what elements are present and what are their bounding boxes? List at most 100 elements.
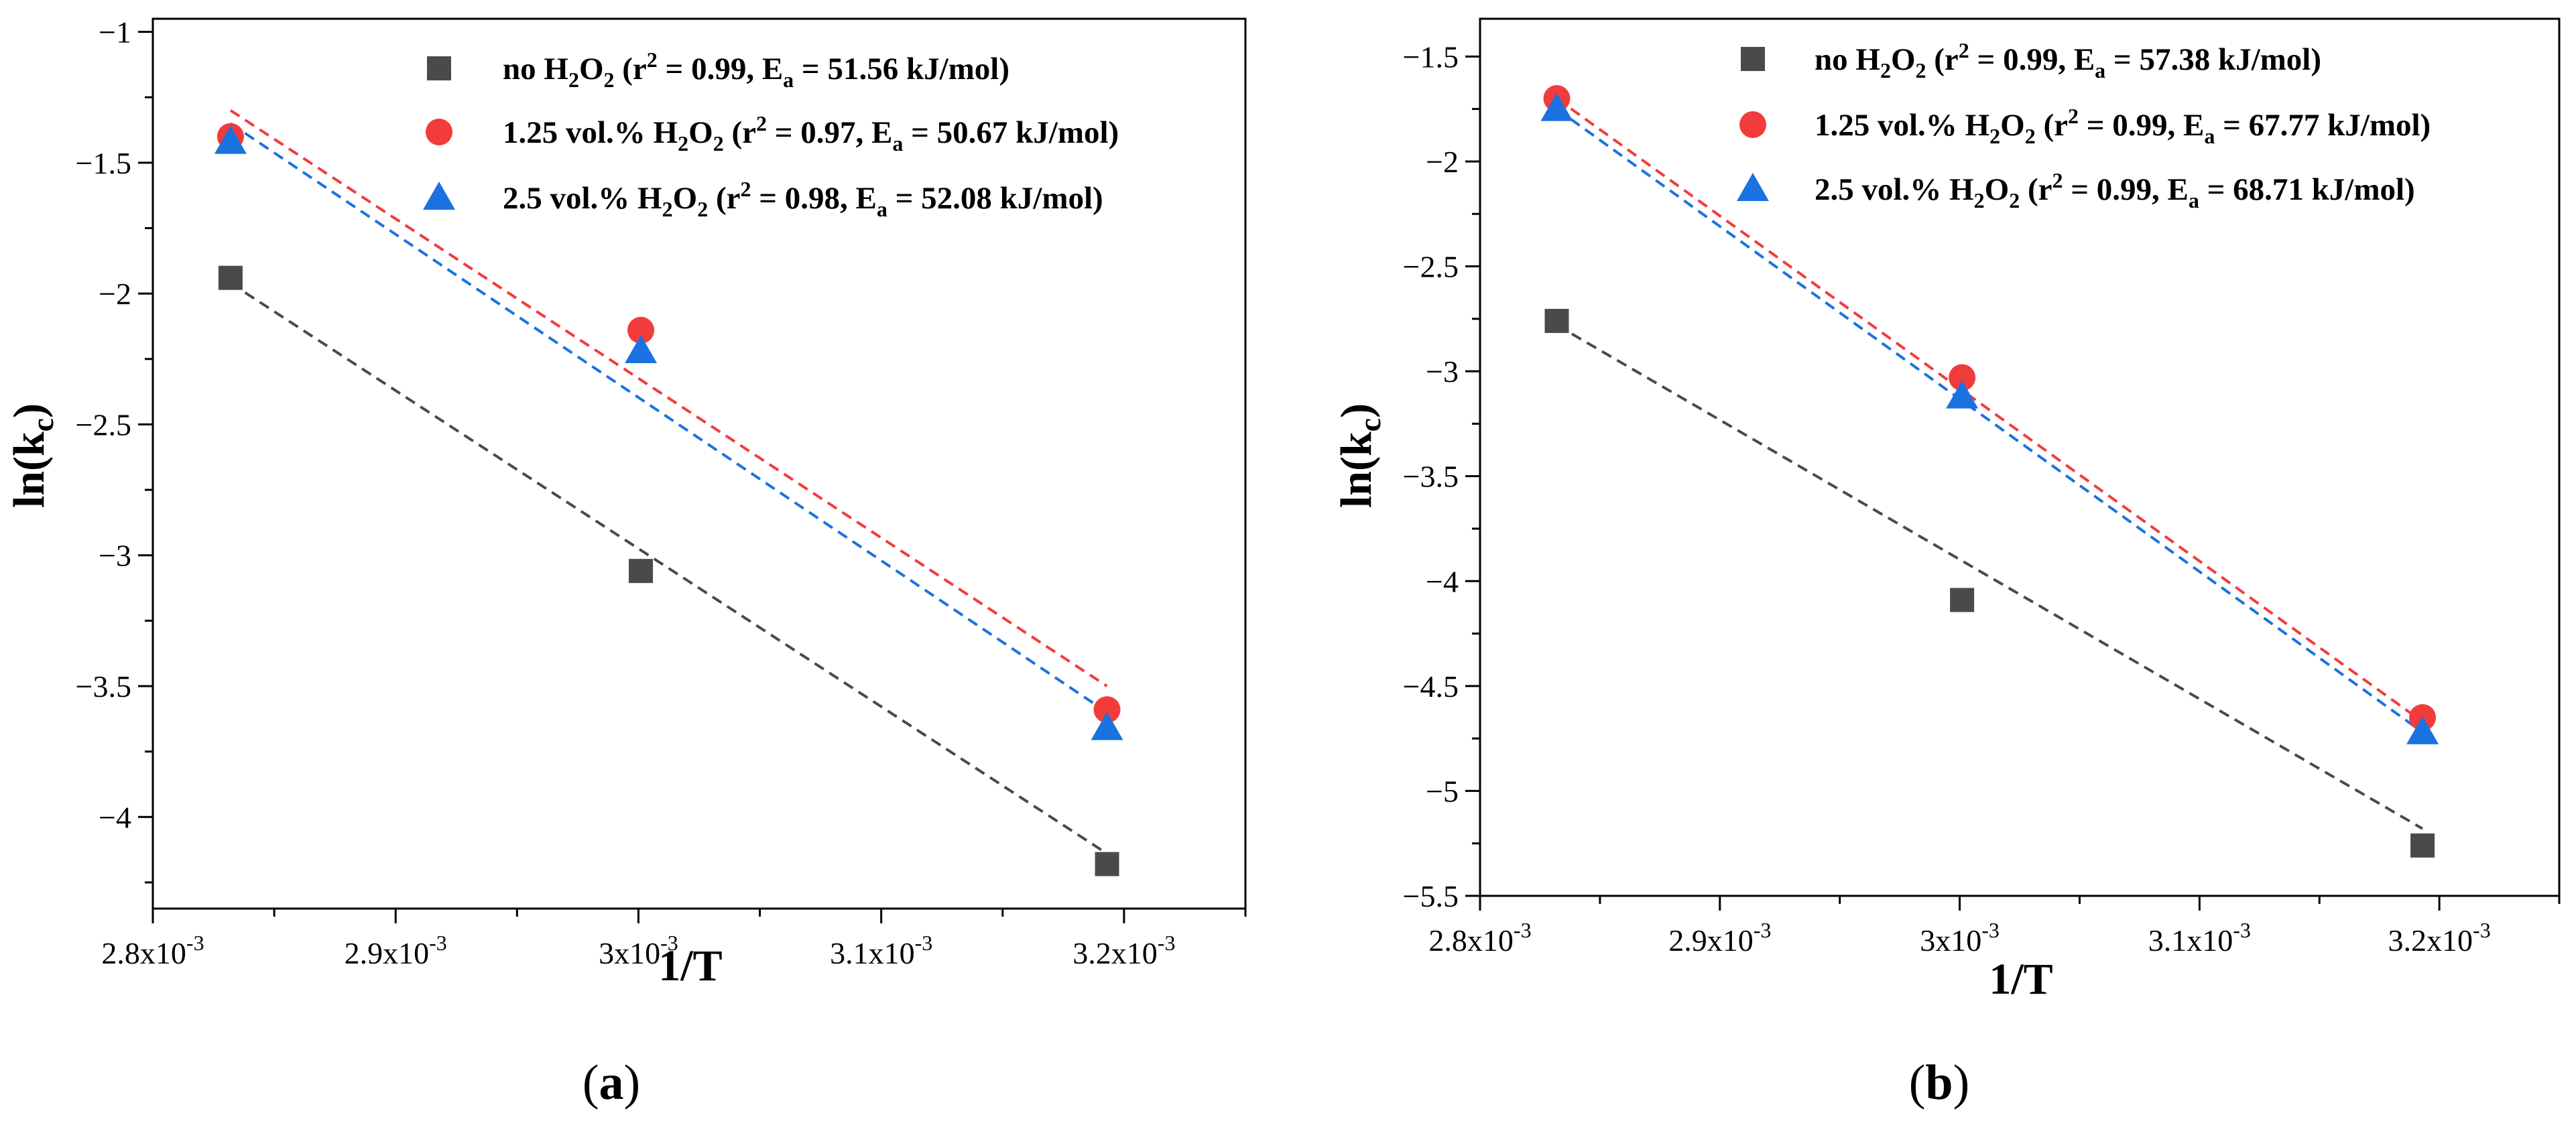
panel-label-paren: ) [1953,1055,1970,1110]
legend-subscript: 2 [1880,58,1891,82]
legend-subscript: a [2189,188,2199,212]
legend-subscript: 2 [2025,124,2036,148]
y-tick-label: −2 [1426,145,1459,179]
legend-text-part: (r [2036,108,2068,143]
y-tick-label: −4.5 [1403,669,1459,704]
y-tick-label: −3 [1426,354,1459,389]
fit-line [1556,108,2424,734]
legend-text-part: (r [708,181,740,216]
x-axis-title: 1/T [1989,955,2052,1004]
legend-text-part: O [1985,172,2010,207]
x-tick-exponent: -3 [1158,931,1176,955]
y-axis-title-main: ln(k [1332,432,1381,508]
fit-line [1556,97,2424,723]
x-axis-title: 1/T [658,941,722,990]
y-tick-label: −1 [99,15,131,50]
x-tick-mantissa: 3.1x10 [830,936,915,970]
data-point [1950,588,1975,612]
x-tick-mantissa: 2.8x10 [101,936,186,970]
legend-text-part: 2.5 vol.% H [503,181,662,216]
y-tick-label: −1.5 [1403,40,1459,74]
y-tick-label: −5.5 [1403,879,1459,913]
legend-superscript: 2 [740,177,751,201]
y-axis-title-subscript: c [25,418,60,432]
data-point [627,316,655,344]
legend-text-part: O [688,115,713,150]
panel-label: (a) [582,1055,640,1110]
x-tick-exponent: -3 [2473,918,2491,942]
legend-entry: no H2O2 (r2 = 0.99, Ea = 51.56 kJ/mol) [503,48,1009,92]
legend-text-part: = 0.99, E [1969,42,2095,77]
fit-line [229,281,1108,855]
x-tick-label: 2.9x10-3 [345,931,447,970]
legend-marker [423,182,455,210]
legend-text-part: O [1891,42,1916,77]
legend-text-part: = 57.38 kJ/mol) [2105,42,2321,77]
x-tick-exponent: -3 [660,931,678,955]
legend-subscript: a [877,197,887,221]
y-tick-label: −2.5 [76,407,131,442]
legend-subscript: 2 [2009,188,2020,212]
legend-text-part: = 68.71 kJ/mol) [2199,172,2415,207]
data-point [1093,696,1121,724]
data-point [1095,852,1119,876]
legend-text-part: O [673,181,698,216]
y-tick-label: −2 [99,277,131,311]
legend-text-part: = 0.99, E [2079,108,2204,143]
legend-text-part: = 0.97, E [767,115,892,150]
legend-text-part: (r [724,115,756,150]
legend-text-part: (r [1926,42,1959,77]
chart-panel-b: 2.8x10-3 2.9x10-3 3x10-3 3.1x10-3 3.2x10-3−5… [1332,17,2561,1110]
legend-text-part: = 51.56 kJ/mol) [794,52,1009,86]
legend-entry: 2.5 vol.% H2O2 (r2 = 0.98, Ea = 52.08 kJ… [503,177,1103,221]
legend-entry: 2.5 vol.% H2O2 (r2 = 0.99, Ea = 68.71 kJ… [1815,168,2415,212]
legend-text-part: 1.25 vol.% H [503,115,678,150]
data-point [625,335,658,364]
x-tick-exponent: -3 [186,931,204,955]
legend-text-part: 1.25 vol.% H [1815,108,1989,143]
legend-text-part: O [2000,108,2025,143]
panel-label-letter: b [1925,1055,1953,1110]
y-tick-label: −2.5 [1403,250,1459,284]
legend-text-part: = 0.99, E [2063,172,2188,207]
x-tick-mantissa: 3.2x10 [1072,936,1158,970]
x-tick-label: 3.2x10-3 [1072,931,1175,970]
x-tick-exponent: -3 [915,931,933,955]
legend-text-part: = 52.08 kJ/mol) [887,181,1103,216]
panel-label-letter: a [599,1055,624,1110]
panel-label-paren: ( [582,1055,599,1110]
data-point [1540,92,1573,121]
data-point [1949,364,1976,391]
chart-panel-a: 2.8x10-3 2.9x10-3 3x10-3 3.1x10-3 3.2x10-3−4… [5,15,1247,1110]
legend-text-part: (r [615,52,647,86]
x-tick-mantissa: 2.8x10 [1428,923,1514,957]
legend-superscript: 2 [2052,168,2063,192]
y-axis-title-close: ) [1332,403,1381,418]
x-tick-mantissa: 3.1x10 [2148,923,2233,957]
x-tick-label: 3.1x10-3 [830,931,932,970]
x-tick-exponent: -3 [1981,918,2000,942]
legend-marker [1737,173,1769,201]
legend-entry: 1.25 vol.% H2O2 (r2 = 0.99, Ea = 67.77 k… [1815,104,2431,148]
data-point [218,265,243,290]
legend-marker [1739,111,1766,138]
y-axis-title-close: ) [5,403,54,418]
legend-superscript: 2 [756,111,767,135]
panel-label-paren: ) [624,1055,641,1110]
y-tick-label: −4 [99,800,131,834]
data-point [214,125,247,154]
data-point [2410,833,2435,858]
legend-text-part: = 0.98, E [751,181,876,216]
legend-superscript: 2 [647,48,658,72]
x-tick-exponent: -3 [1754,918,1772,942]
plot-frame [151,17,1247,910]
legend-entry: 1.25 vol.% H2O2 (r2 = 0.97, Ea = 50.67 k… [503,111,1119,155]
legend-subscript: a [892,131,903,155]
legend-text-part: = 67.77 kJ/mol) [2215,108,2431,143]
x-tick-exponent: -3 [429,931,447,955]
x-tick-label: 2.8x10-3 [1428,918,1531,957]
data-point [629,559,654,584]
y-tick-label: −4 [1426,564,1459,598]
legend-subscript: a [2204,124,2215,148]
x-tick-mantissa: 3x10 [1920,923,1981,957]
